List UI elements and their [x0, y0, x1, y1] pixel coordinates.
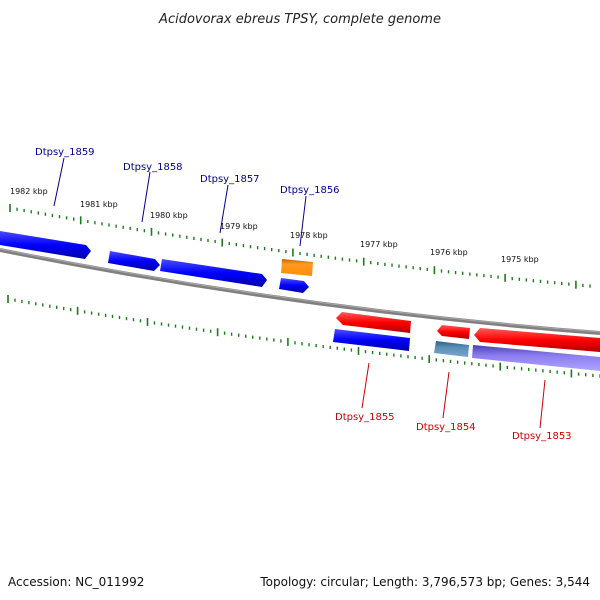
gene-label[interactable]: Dtpsy_1854 — [416, 422, 476, 433]
leader-line — [299, 195, 307, 247]
gene-label[interactable]: Dtpsy_1858 — [123, 162, 183, 173]
gene-label[interactable]: Dtpsy_1859 — [35, 147, 95, 158]
leader-line — [219, 184, 229, 234]
leader-line — [141, 171, 151, 223]
gene-label[interactable]: Dtpsy_1855 — [335, 412, 395, 423]
gene-arrow-dtpsy-1857[interactable] — [160, 259, 267, 287]
accession-text: Accession: NC_011992 — [8, 575, 144, 589]
ruler-label: 1976 kbp — [430, 248, 468, 257]
ruler-top — [9, 204, 591, 289]
topology-text: Topology: circular; Length: 3,796,573 bp… — [259, 575, 590, 589]
leader-line — [539, 379, 546, 429]
gene-label-group-top: Dtpsy_1859 Dtpsy_1858 Dtpsy_1857 Dtpsy_1… — [35, 147, 340, 247]
gene-arrow-dtpsy-1859[interactable] — [0, 231, 91, 259]
gene-arrow-dtpsy-1854[interactable] — [437, 325, 470, 339]
gene-arrow-dtpsy-1855[interactable] — [336, 312, 411, 333]
ruler-label: 1980 kbp — [150, 211, 188, 220]
ruler-labels: 1982 kbp 1981 kbp 1980 kbp 1979 kbp 1978… — [10, 187, 539, 264]
gene-arrow-dtpsy-1853[interactable] — [474, 328, 600, 352]
gene-label[interactable]: Dtpsy_1856 — [280, 185, 340, 196]
gene-arrow-dtpsy-1853b[interactable] — [472, 345, 600, 371]
gene-label[interactable]: Dtpsy_1857 — [200, 174, 260, 185]
genome-backbone-highlight — [0, 248, 600, 333]
genome-backbone — [0, 248, 600, 335]
map-title: Acidovorax ebreus TPSY, complete genome — [158, 12, 441, 27]
gene-arrow-dtpsy-1855b[interactable] — [333, 329, 410, 351]
gene-arrow-dtpsy-1856b[interactable] — [279, 278, 309, 293]
ruler-label: 1975 kbp — [501, 255, 539, 264]
gene-label[interactable]: Dtpsy_1853 — [512, 431, 572, 442]
ruler-label: 1981 kbp — [80, 200, 118, 209]
gene-label-group-bottom: Dtpsy_1855 Dtpsy_1854 Dtpsy_1853 — [335, 362, 572, 442]
gene-arrow-dtpsy-1856[interactable] — [281, 259, 313, 276]
ruler-label: 1977 kbp — [360, 240, 398, 249]
ruler-label: 1982 kbp — [10, 187, 48, 196]
leader-line — [53, 157, 65, 207]
ruler-label: 1978 kbp — [290, 231, 328, 240]
gene-arrow-dtpsy-1854b[interactable] — [434, 341, 469, 357]
gene-arrow-dtpsy-1858[interactable] — [108, 251, 160, 271]
ruler-label: 1979 kbp — [220, 222, 258, 231]
leader-line — [361, 362, 370, 409]
leader-line — [442, 371, 450, 419]
ruler-bottom — [7, 295, 600, 378]
